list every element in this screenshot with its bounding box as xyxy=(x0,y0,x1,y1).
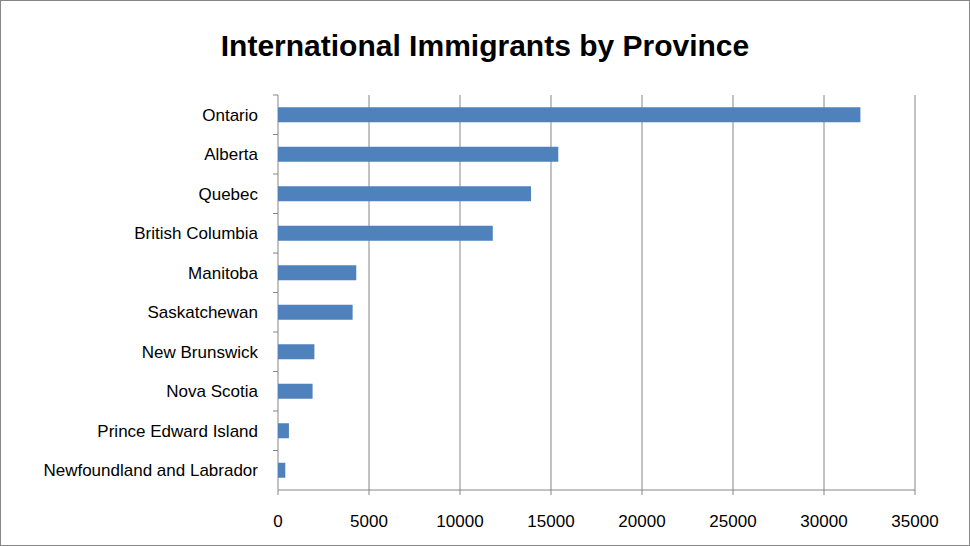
bar xyxy=(278,107,860,122)
category-tick xyxy=(273,213,278,214)
tick-label: 20000 xyxy=(618,512,665,531)
category-tick xyxy=(273,253,278,254)
bar xyxy=(278,186,531,201)
chart-container: International Immigrants by Province 0 500… xyxy=(0,0,970,546)
category-label: Prince Edward Island xyxy=(97,422,258,441)
grid-line xyxy=(642,95,643,490)
x-axis-line xyxy=(278,490,915,491)
bar xyxy=(278,147,558,162)
tick-label: 0 xyxy=(273,512,282,531)
category-tick xyxy=(273,95,278,96)
category-tick xyxy=(273,371,278,372)
bar xyxy=(278,463,285,478)
category-label: British Columbia xyxy=(134,224,258,243)
bar xyxy=(278,384,313,399)
category-tick xyxy=(273,411,278,412)
bars xyxy=(278,107,860,478)
bar xyxy=(278,344,314,359)
grid-line xyxy=(915,95,916,490)
category-tick xyxy=(273,134,278,135)
grid-line xyxy=(824,95,825,490)
chart-border xyxy=(1,1,970,546)
category-label: New Brunswick xyxy=(142,343,259,362)
tick-mark xyxy=(369,490,370,495)
tick-mark xyxy=(824,490,825,495)
tick-mark xyxy=(915,490,916,495)
category-label: Newfoundland and Labrador xyxy=(43,461,258,480)
tick-label: 5000 xyxy=(350,512,388,531)
category-tick xyxy=(273,332,278,333)
category-label: Saskatchewan xyxy=(147,303,258,322)
chart-title: International Immigrants by Province xyxy=(221,29,749,62)
category-label: Alberta xyxy=(204,145,258,164)
tick-label: 35000 xyxy=(891,512,938,531)
chart-svg: International Immigrants by Province 0 500… xyxy=(0,0,970,546)
bar xyxy=(278,305,353,320)
category-label: Manitoba xyxy=(188,264,258,283)
tick-label: 10000 xyxy=(436,512,483,531)
grid-line xyxy=(733,95,734,490)
category-label: Nova Scotia xyxy=(166,382,258,401)
bar xyxy=(278,226,493,241)
category-label: Quebec xyxy=(198,185,258,204)
tick-mark xyxy=(733,490,734,495)
category-tick xyxy=(273,292,278,293)
tick-mark xyxy=(551,490,552,495)
bar xyxy=(278,423,289,438)
category-label: Ontario xyxy=(202,106,258,125)
tick-label: 15000 xyxy=(527,512,574,531)
category-tick xyxy=(273,450,278,451)
tick-label: 30000 xyxy=(800,512,847,531)
tick-label: 25000 xyxy=(709,512,756,531)
category-tick xyxy=(273,174,278,175)
bar xyxy=(278,265,356,280)
tick-mark xyxy=(278,490,279,495)
tick-mark xyxy=(460,490,461,495)
tick-mark xyxy=(642,490,643,495)
